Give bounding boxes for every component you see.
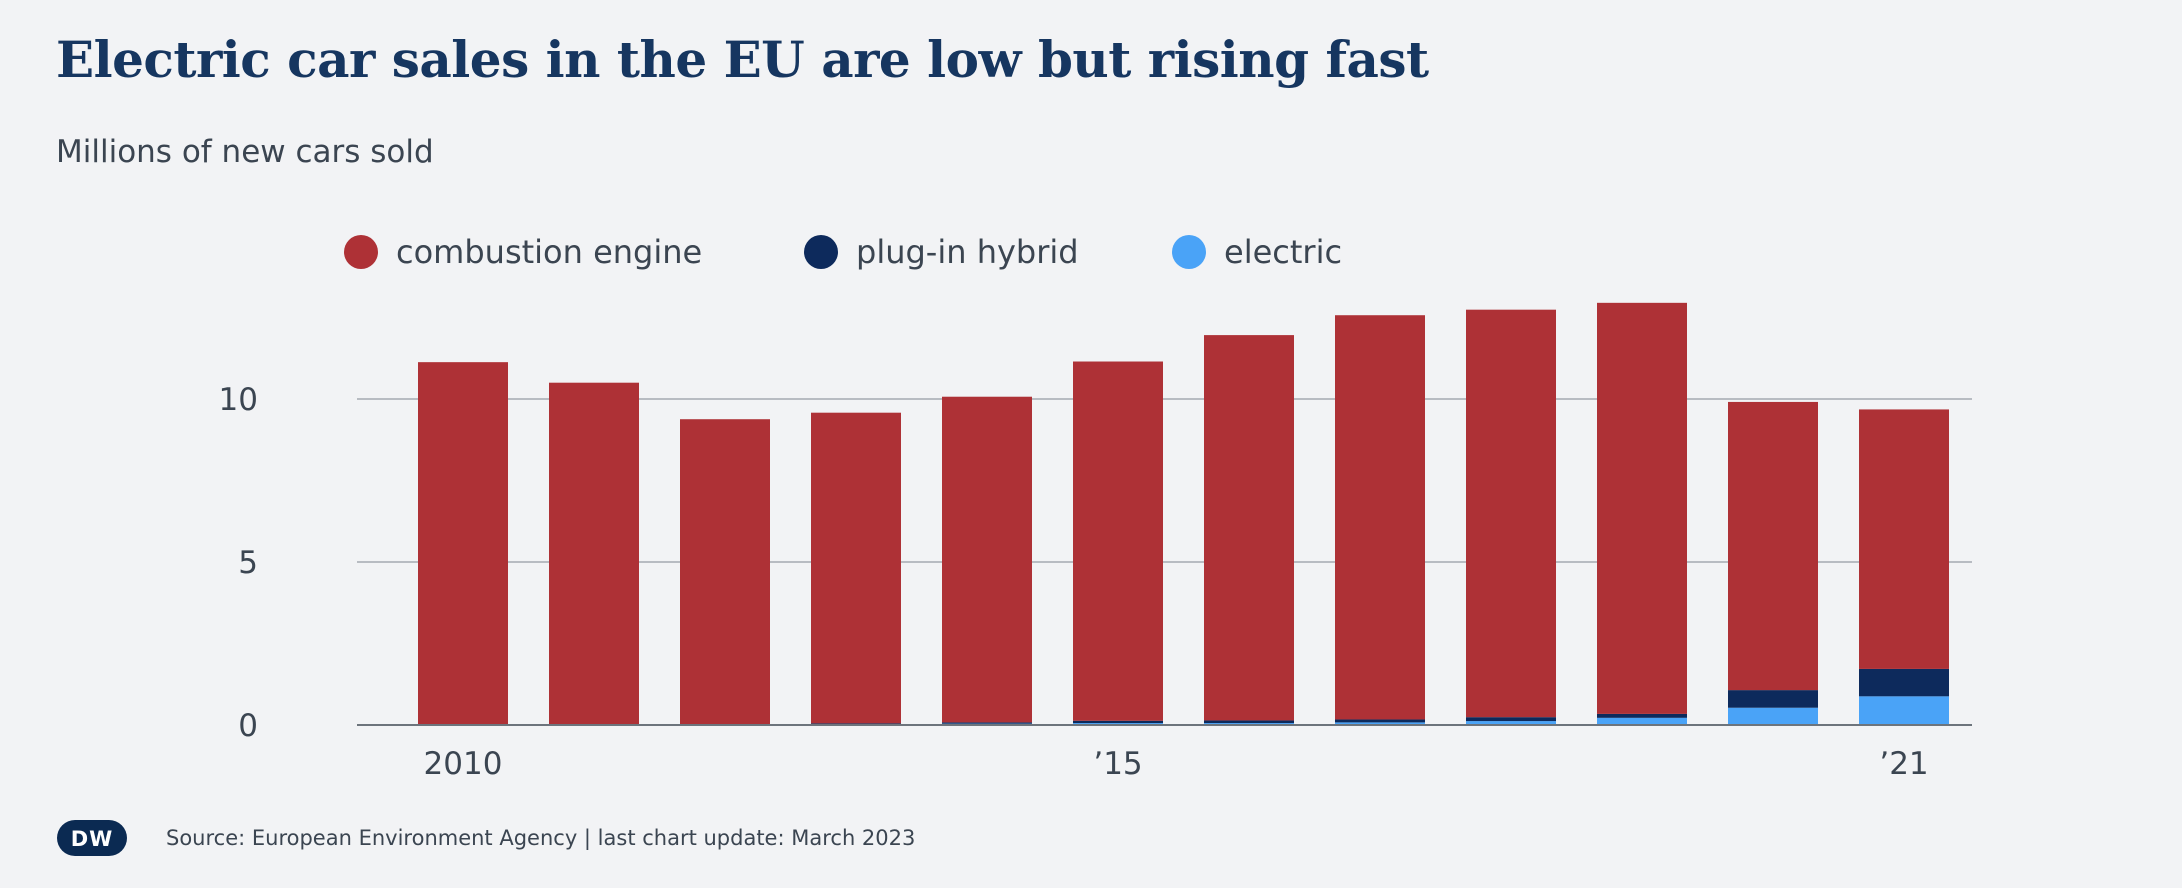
bar-combustion-engine-2010 xyxy=(418,362,508,725)
bar-plug-in-hybrid-2020 xyxy=(1728,690,1818,708)
bar-plug-in-hybrid-2014 xyxy=(942,722,1032,724)
bar-electric-2020 xyxy=(1728,707,1818,725)
legend-label-plug-in-hybrid: plug-in hybrid xyxy=(856,233,1079,271)
bar-plug-in-hybrid-2021 xyxy=(1859,668,1949,697)
bar-combustion-engine-2021 xyxy=(1859,409,1949,669)
bar-combustion-engine-2018 xyxy=(1466,309,1556,718)
legend-label-electric: electric xyxy=(1224,233,1343,271)
bar-combustion-engine-2019 xyxy=(1597,302,1687,714)
bar-plug-in-hybrid-2015 xyxy=(1073,720,1163,724)
bar-combustion-engine-2014 xyxy=(942,396,1032,723)
chart-subtitle: Millions of new cars sold xyxy=(56,134,434,170)
bar-combustion-engine-2017 xyxy=(1335,315,1425,720)
x-tick-label: ’15 xyxy=(1093,746,1142,782)
source-note: Source: European Environment Agency | la… xyxy=(166,826,916,850)
legend-item-electric: electric xyxy=(1172,230,1342,274)
y-tick-label: 0 xyxy=(238,708,258,744)
chart-legend: combustion engine plug-in hybrid electri… xyxy=(0,230,2182,274)
x-tick-label: ’21 xyxy=(1879,746,1928,782)
legend-dot-combustion-engine xyxy=(344,235,378,269)
bar-combustion-engine-2016 xyxy=(1204,335,1294,721)
legend-dot-plug-in-hybrid xyxy=(804,235,838,269)
bar-plug-in-hybrid-2018 xyxy=(1466,717,1556,722)
legend-label-combustion-engine: combustion engine xyxy=(396,233,703,271)
y-tick-label: 5 xyxy=(238,545,258,581)
bar-plug-in-hybrid-2013 xyxy=(811,723,901,725)
legend-item-plug-in-hybrid: plug-in hybrid xyxy=(804,230,1079,274)
legend-dot-electric xyxy=(1172,235,1206,269)
bar-combustion-engine-2011 xyxy=(549,382,639,725)
x-tick-label: 2010 xyxy=(424,746,503,782)
stacked-bar-chart: 0 5 10 2010 ’15 ’21 xyxy=(219,302,1972,782)
bar-combustion-engine-2020 xyxy=(1728,401,1818,691)
bar-electric-2019 xyxy=(1597,717,1687,725)
y-tick-label: 10 xyxy=(219,382,258,418)
bar-electric-2017 xyxy=(1335,722,1425,725)
bar-plug-in-hybrid-2016 xyxy=(1204,720,1294,724)
chart-title: Electric car sales in the EU are low but… xyxy=(56,30,1429,89)
bar-plug-in-hybrid-2017 xyxy=(1335,719,1425,723)
dw-logo-icon: DW xyxy=(57,820,127,856)
bar-electric-2021 xyxy=(1859,696,1949,725)
footer: DW Source: European Environment Agency |… xyxy=(56,818,915,858)
bar-combustion-engine-2015 xyxy=(1073,361,1163,721)
bar-combustion-engine-2012 xyxy=(680,419,770,725)
bar-electric-2018 xyxy=(1466,721,1556,725)
bar-plug-in-hybrid-2019 xyxy=(1597,713,1687,718)
dw-logo-text: DW xyxy=(71,827,114,851)
legend-item-combustion-engine: combustion engine xyxy=(344,230,702,274)
bar-combustion-engine-2013 xyxy=(811,412,901,724)
